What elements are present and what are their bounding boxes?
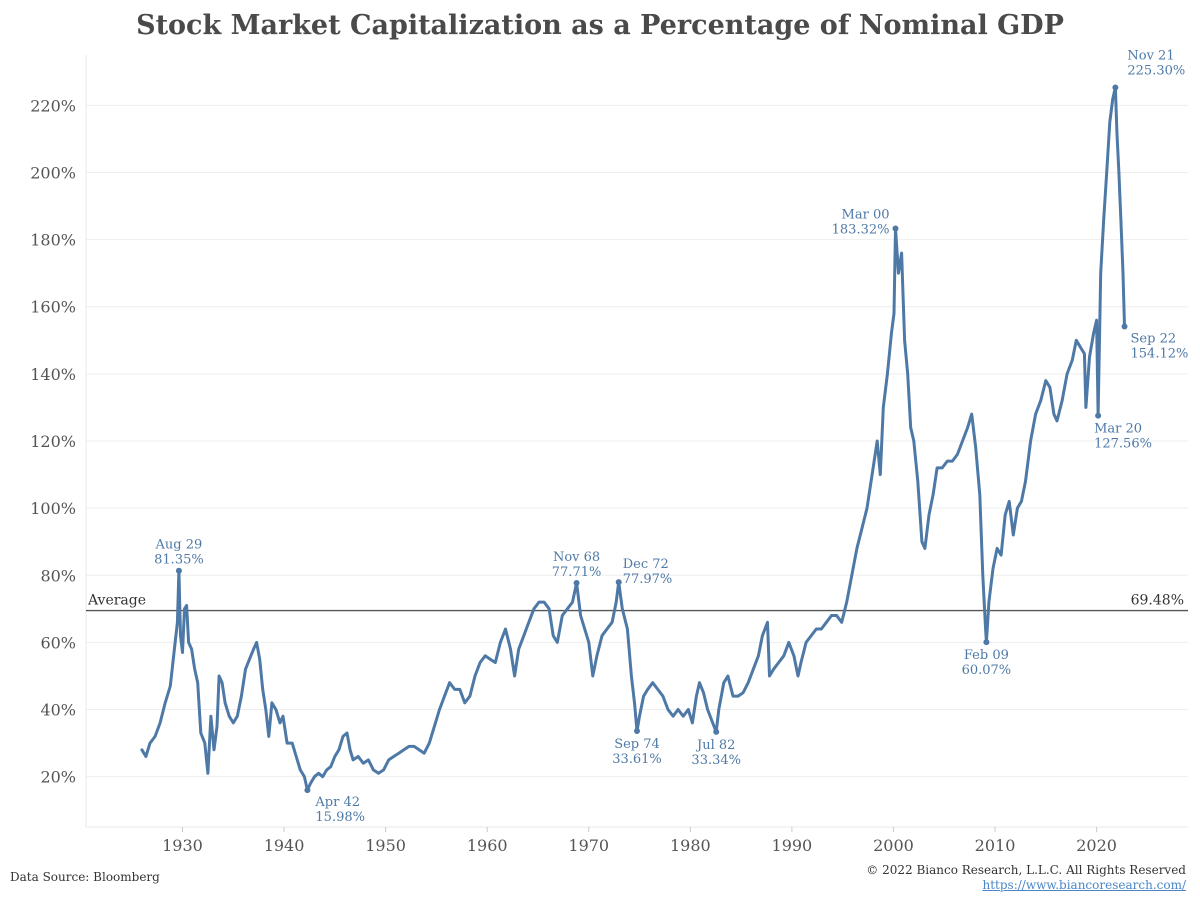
annotation-value: 81.35% bbox=[154, 553, 204, 568]
annotation-value: 225.30% bbox=[1127, 64, 1185, 79]
average-value-label: 69.48% bbox=[1131, 593, 1184, 609]
average-line-group: Average 69.48% bbox=[86, 593, 1188, 612]
x-tick-label: 2000 bbox=[873, 836, 914, 855]
average-label: Average bbox=[87, 593, 146, 609]
annotation-value: 60.07% bbox=[962, 663, 1012, 678]
annotation-date: Aug 29 bbox=[155, 538, 203, 553]
annotation-date: Nov 21 bbox=[1127, 49, 1174, 64]
annotation-point bbox=[1121, 323, 1128, 330]
annotation-point bbox=[634, 727, 640, 734]
annotation-point bbox=[713, 728, 720, 735]
x-axis-ticks: 1930 1940 1950 1960 1970 1980 1990 2000 2010 2020 bbox=[162, 836, 1117, 855]
x-tick-label: 1940 bbox=[264, 836, 305, 855]
x-tick-label: 1990 bbox=[772, 836, 813, 855]
y-tick-label: 140% bbox=[30, 365, 76, 384]
annotation-date: Dec 72 bbox=[623, 557, 669, 572]
y-tick-label: 200% bbox=[30, 163, 76, 182]
x-tick-label: 1960 bbox=[467, 836, 508, 855]
annotation-date: Apr 42 bbox=[314, 795, 360, 810]
y-tick-label: 80% bbox=[40, 566, 76, 585]
x-tick-label: 1930 bbox=[162, 836, 203, 855]
annotation-point bbox=[573, 579, 580, 586]
x-tick-label: 2010 bbox=[975, 836, 1016, 855]
annotation-date: Mar 20 bbox=[1094, 422, 1142, 437]
annotation-date: Feb 09 bbox=[964, 648, 1009, 663]
annotation-value: 33.61% bbox=[612, 752, 662, 767]
website-link[interactable]: https://www.biancoresearch.com/ bbox=[982, 878, 1186, 892]
y-tick-label: 220% bbox=[30, 96, 76, 115]
series-line bbox=[140, 86, 1126, 792]
annotation-value: 77.97% bbox=[623, 572, 673, 587]
annotation-point bbox=[304, 787, 311, 794]
x-tick-label: 1970 bbox=[568, 836, 609, 855]
y-tick-label: 40% bbox=[40, 701, 76, 720]
annotation-value: 154.12% bbox=[1131, 346, 1189, 361]
annotation-value: 15.98% bbox=[315, 810, 365, 825]
annotation-date: Sep 22 bbox=[1131, 331, 1177, 346]
y-tick-label: 160% bbox=[30, 298, 76, 317]
y-tick-label: 60% bbox=[40, 633, 76, 652]
annotation-point bbox=[1095, 412, 1102, 419]
annotation-value: 77.71% bbox=[552, 565, 602, 580]
x-tick-label: 1950 bbox=[365, 836, 406, 855]
annotation-point bbox=[175, 567, 182, 574]
annotation-date: Nov 68 bbox=[553, 550, 600, 565]
axis-frame bbox=[85, 55, 1188, 832]
annotation-point bbox=[615, 579, 622, 586]
y-tick-label: 100% bbox=[30, 499, 76, 518]
y-tick-label: 120% bbox=[30, 432, 76, 451]
annotation-point bbox=[1112, 84, 1119, 91]
x-tick-label: 1980 bbox=[670, 836, 711, 855]
series-group bbox=[140, 86, 1126, 792]
annotation-date: Mar 00 bbox=[842, 207, 890, 222]
annotation-value: 127.56% bbox=[1094, 437, 1152, 452]
grid-lines bbox=[86, 104, 1188, 778]
annotation-value: 183.32% bbox=[832, 222, 890, 237]
annotation-date: Sep 74 bbox=[614, 737, 660, 752]
annotation-point bbox=[983, 639, 990, 646]
annotation-date: Jul 82 bbox=[695, 738, 735, 753]
y-tick-label: 20% bbox=[40, 768, 76, 787]
copyright-label: © 2022 Bianco Research, L.L.C. All Right… bbox=[866, 863, 1186, 877]
chart-title: Stock Market Capitalization as a Percent… bbox=[136, 10, 1064, 41]
annotation-point bbox=[892, 225, 899, 232]
y-axis-ticks: 20% 40% 60% 80% 100% 120% 140% 160% 180% 200% 220% bbox=[30, 96, 76, 786]
data-source-label: Data Source: Bloomberg bbox=[10, 870, 160, 884]
annotation-value: 33.34% bbox=[691, 753, 741, 768]
y-tick-label: 180% bbox=[30, 231, 76, 250]
x-tick-label: 2020 bbox=[1076, 836, 1117, 855]
